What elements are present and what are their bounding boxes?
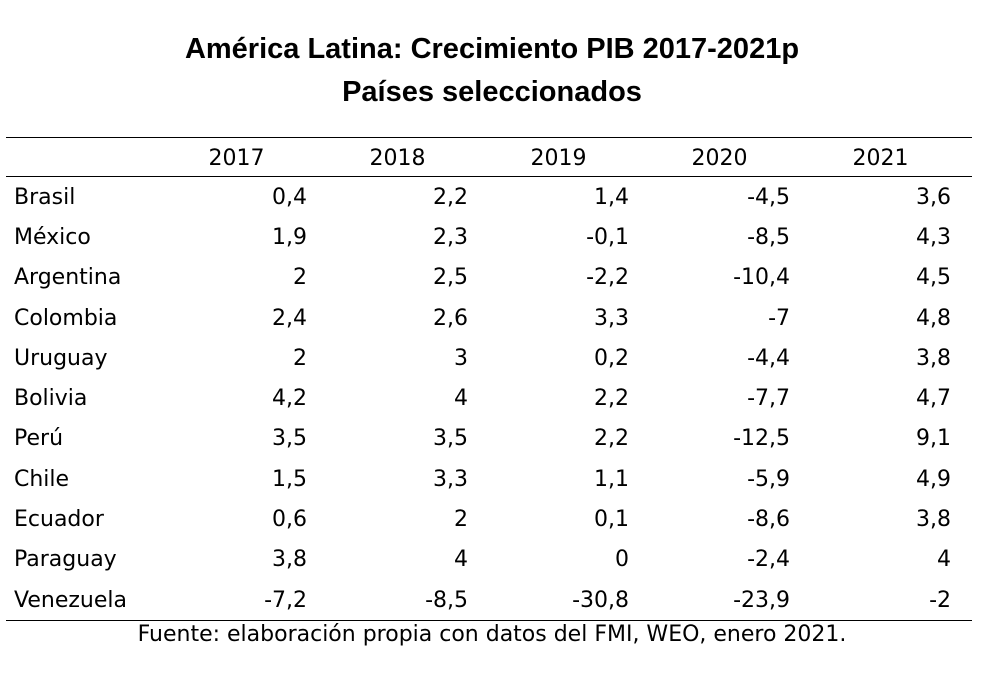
row-label: Brasil [14,184,76,210]
table-row: México 1,9 2,3 -0,1 -8,5 4,3 [6,217,972,257]
row-label: Uruguay [14,345,108,371]
chart-subtitle: Países seleccionados [342,76,642,108]
table-cell-2017: 1,9 [272,224,307,250]
table-row: Bolivia 4,2 4 2,2 -7,7 4,7 [6,378,972,418]
table-row: Paraguay 3,8 4 0 -2,4 4 [6,540,972,580]
table-cell-2020: -8,6 [747,507,790,533]
column-header-2021: 2021 [852,145,909,171]
table-cell-2021: -2 [929,587,951,613]
table-cell-2018: -8,5 [425,587,468,613]
table-cell-2021: 4,8 [916,305,951,331]
table-cell-2019: 3,3 [594,305,629,331]
table-cell-2018: 3,5 [433,426,468,452]
table-cell-2019: -30,8 [572,587,629,613]
column-header-2018: 2018 [369,145,426,171]
table-cell-2021: 4,7 [916,386,951,412]
table-cell-2018: 2,2 [433,184,468,210]
table-cell-2017: 2 [293,345,307,371]
table-cell-2021: 4,5 [916,265,951,291]
table-cell-2020: -5,9 [747,466,790,492]
row-label: Chile [14,466,70,492]
table-cell-2021: 3,8 [916,507,951,533]
table-cell-2020: -23,9 [733,587,790,613]
table-cell-2019: 2,2 [594,386,629,412]
table-cell-2017: 1,5 [272,466,307,492]
table-cell-2020: -12,5 [733,426,790,452]
table-cell-2020: -8,5 [747,224,790,250]
table-cell-2017: -7,2 [264,587,307,613]
table-cell-2020: -4,4 [747,345,790,371]
row-label: Perú [14,426,64,452]
column-header-2019: 2019 [530,145,587,171]
table-cell-2021: 4,3 [916,224,951,250]
row-label: México [14,224,91,250]
table-cell-2020: -4,5 [747,184,790,210]
table-cell-2020: -2,4 [747,547,790,573]
table-cell-2018: 3,3 [433,466,468,492]
table-cell-2018: 3 [454,345,468,371]
table-cell-2018: 2,5 [433,265,468,291]
table-row: Chile 1,5 3,3 1,1 -5,9 4,9 [6,459,972,499]
table-cell-2019: -2,2 [586,265,629,291]
table-row: Colombia 2,4 2,6 3,3 -7 4,8 [6,298,972,338]
table-cell-2017: 0,4 [272,184,307,210]
table-cell-2018: 4 [454,386,468,412]
table-cell-2018: 2,3 [433,224,468,250]
table-cell-2019: 0,2 [594,345,629,371]
table-cell-2017: 3,5 [272,426,307,452]
table-body: Brasil 0,4 2,2 1,4 -4,5 3,6 México 1,9 2,3 -0,1 -8… [6,177,972,622]
table-cell-2019: 0 [615,547,629,573]
table-cell-2019: 0,1 [594,507,629,533]
data-table: 2017 2018 2019 2020 2021 Brasil 0,4 2,2 1,4… [6,137,972,622]
table-cell-2021: 4,9 [916,466,951,492]
table-cell-2017: 3,8 [272,547,307,573]
table-row: Brasil 0,4 2,2 1,4 -4,5 3,6 [6,177,972,217]
table-cell-2020: -7,7 [747,386,790,412]
table-cell-2018: 4 [454,547,468,573]
table-cell-2017: 4,2 [272,386,307,412]
table-row: Argentina 2 2,5 -2,2 -10,4 4,5 [6,258,972,298]
table-cell-2018: 2 [454,507,468,533]
chart-title: América Latina: Crecimiento PIB 2017-202… [184,33,800,65]
table-cell-2021: 9,1 [916,426,951,452]
table-header-row: 2017 2018 2019 2020 2021 [6,137,972,177]
table-cell-2021: 3,8 [916,345,951,371]
row-label: Bolivia [14,386,88,412]
table-cell-2021: 3,6 [916,184,951,210]
table-row: Venezuela -7,2 -8,5 -30,8 -23,9 -2 [6,580,972,620]
table-cell-2017: 2,4 [272,305,307,331]
row-label: Ecuador [14,507,104,533]
table-cell-2017: 0,6 [272,507,307,533]
column-header-2020: 2020 [691,145,748,171]
table-cell-2019: 2,2 [594,426,629,452]
source-note: Fuente: elaboración propia con datos del… [137,622,847,647]
table-cell-2019: 1,4 [594,184,629,210]
table-row: Uruguay 2 3 0,2 -4,4 3,8 [6,338,972,378]
row-label: Venezuela [14,587,127,613]
table-cell-2019: -0,1 [586,224,629,250]
row-label: Argentina [14,265,122,291]
table-row: Ecuador 0,6 2 0,1 -8,6 3,8 [6,499,972,539]
table-cell-2017: 2 [293,265,307,291]
table-cell-2020: -7 [768,305,790,331]
table-cell-2019: 1,1 [594,466,629,492]
row-label: Paraguay [14,547,117,573]
column-header-2017: 2017 [208,145,265,171]
table-cell-2021: 4 [937,547,951,573]
table-row: Perú 3,5 3,5 2,2 -12,5 9,1 [6,419,972,459]
table-cell-2018: 2,6 [433,305,468,331]
table-cell-2020: -10,4 [733,265,790,291]
row-label: Colombia [14,305,118,331]
